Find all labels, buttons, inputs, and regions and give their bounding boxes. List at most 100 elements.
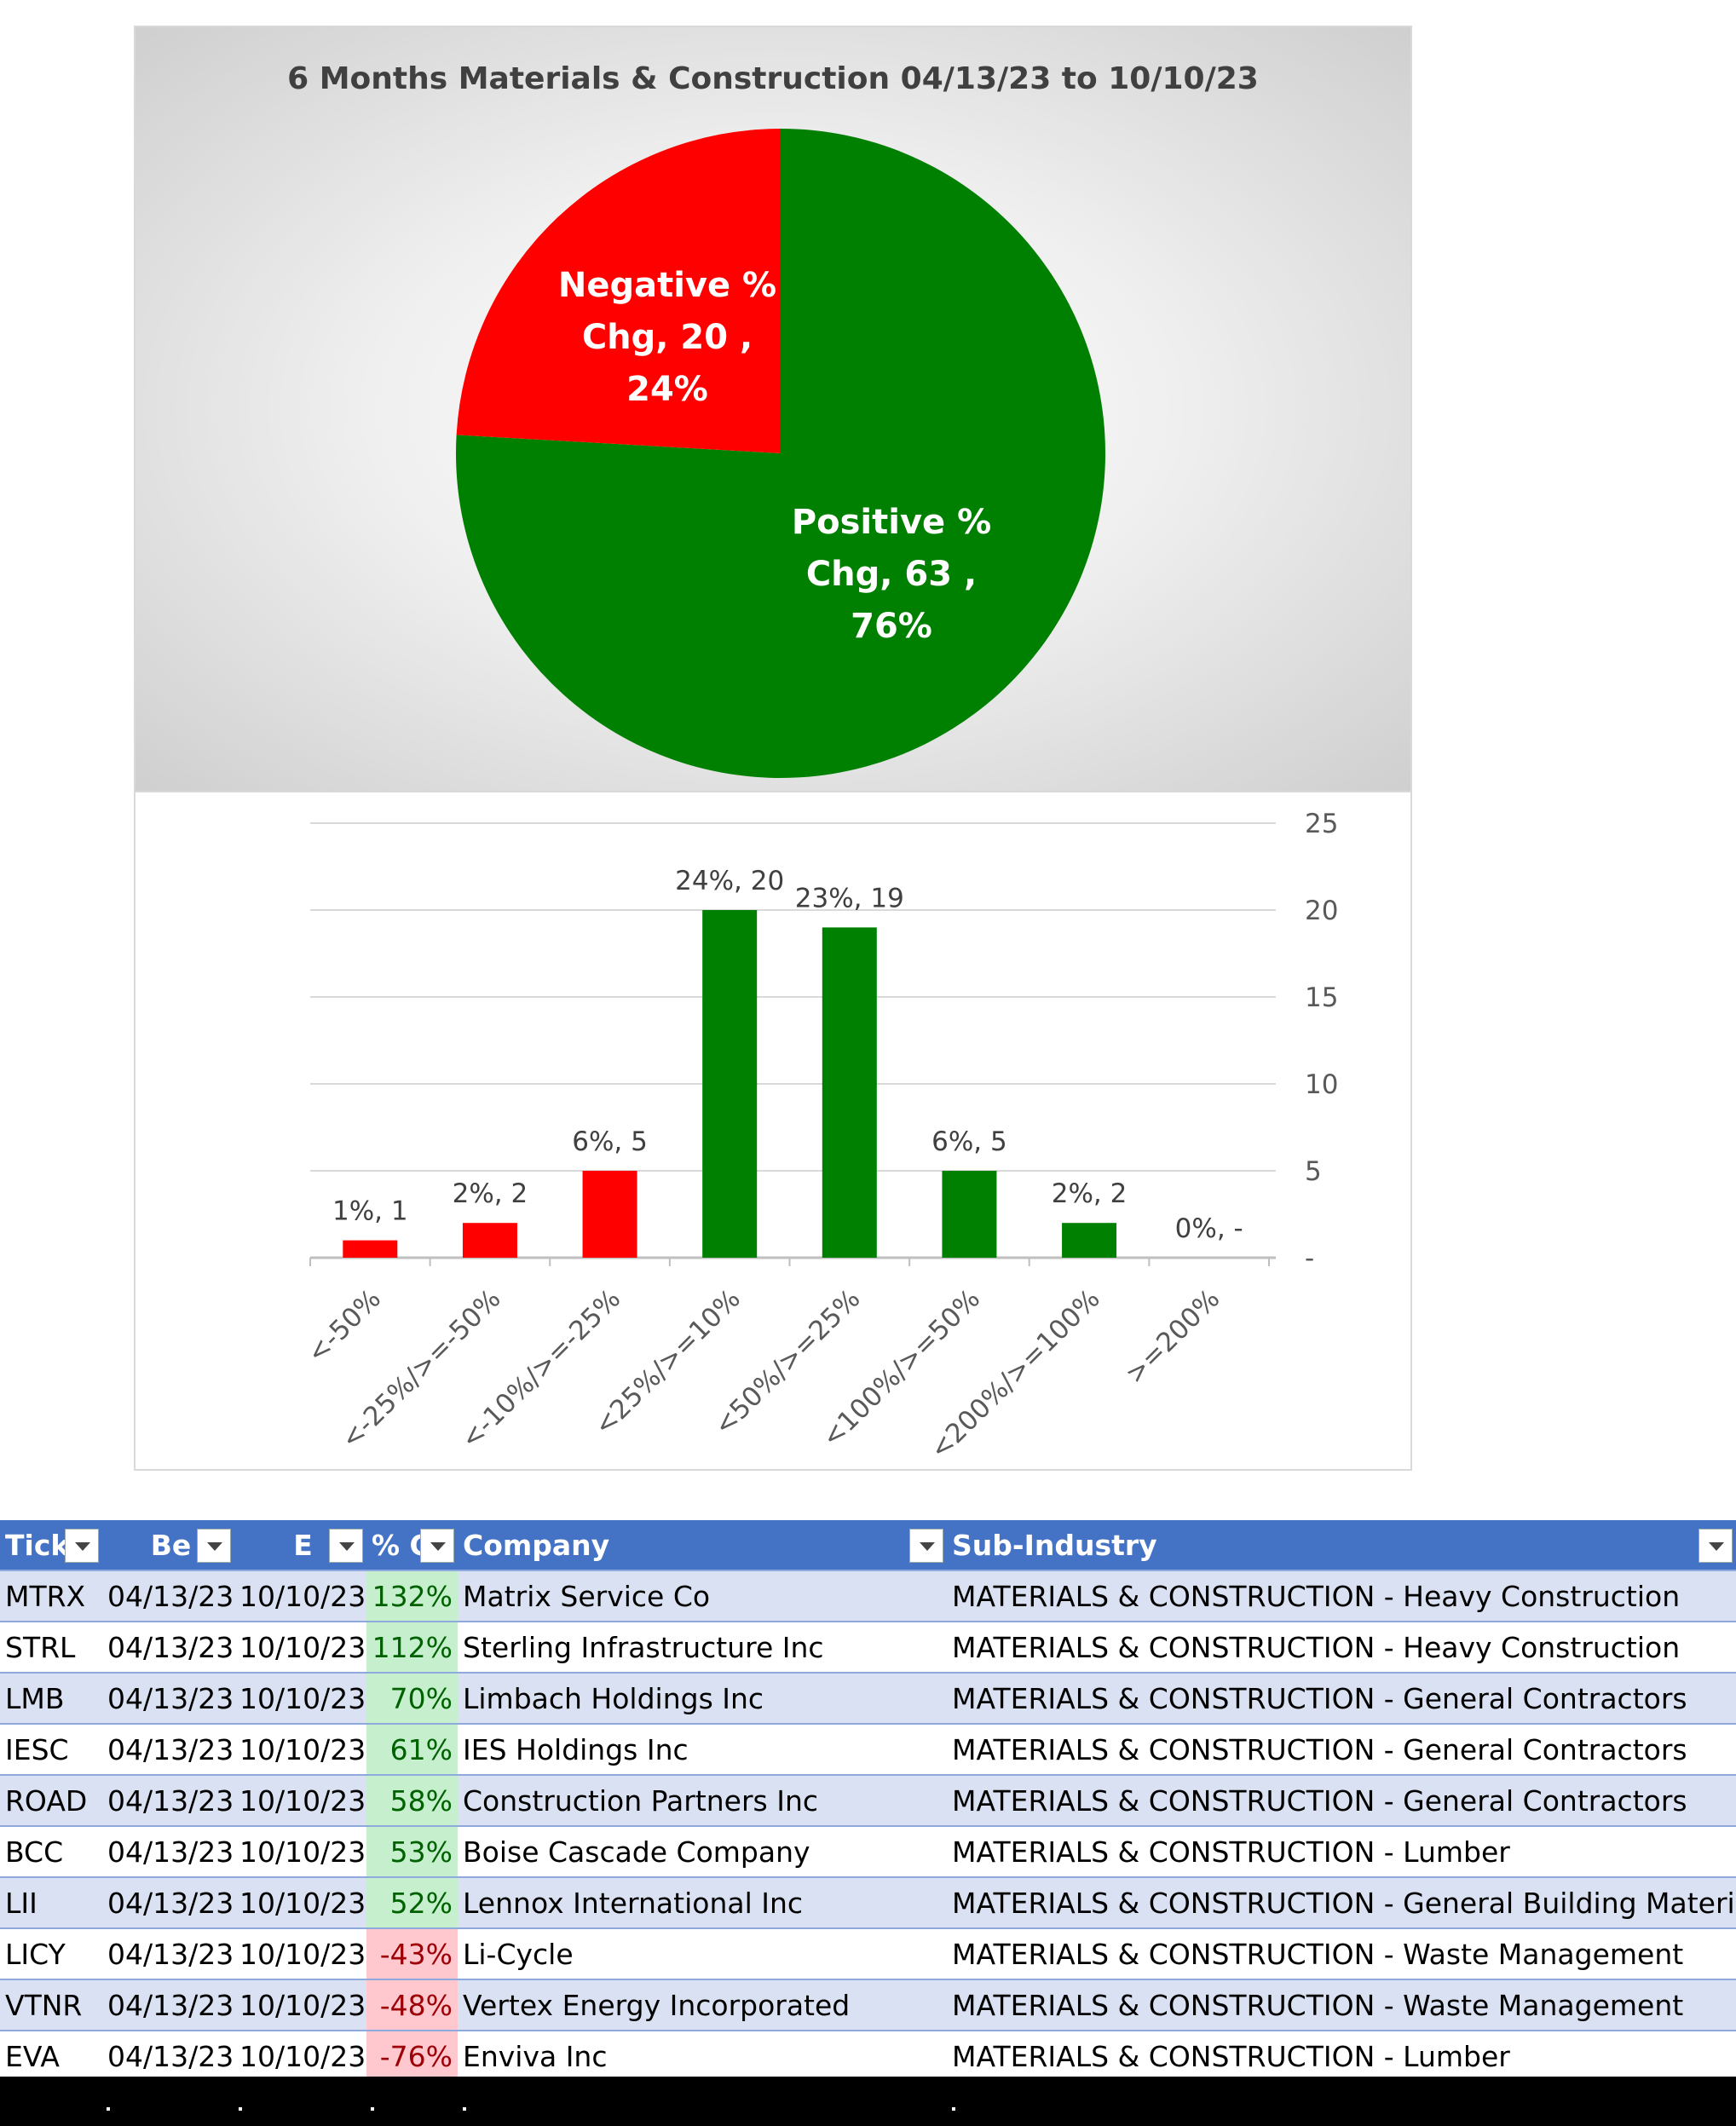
cell-company[interactable]: Sterling Infrastructure Inc [458,1621,947,1673]
bar-chart-panel: 25 20 15 10 5-1%, 1 <-50% 2%, 2 <-25%/>=-50% 6%,… [134,792,1412,1471]
cell-company[interactable]: Matrix Service Co [458,1570,947,1622]
cell-begin-date[interactable]: 04/13/23 [102,1672,234,1724]
table-row[interactable]: STRL 04/13/23 10/10/23 112% Sterling Infrast… [0,1621,1736,1673]
table-row[interactable]: BCC 04/13/23 10/10/23 53% Boise Cascade Comp… [0,1825,1736,1877]
cell-ticker[interactable]: LMB [0,1672,102,1724]
table-row[interactable]: LMB 04/13/23 10/10/23 70% Limbach Holdings I… [0,1672,1736,1724]
x-category-label: <-50% [302,1283,387,1368]
cell-ticker[interactable]: LII [0,1876,102,1928]
footer-dot [463,2107,466,2111]
cell-sub-industry[interactable]: MATERIALS & CONSTRUCTION - General Contr… [947,1723,1736,1775]
cell-company[interactable]: Limbach Holdings Inc [458,1672,947,1724]
cell-company[interactable]: Construction Partners Inc [458,1774,947,1826]
x-category-label: >=200% [1119,1283,1226,1390]
pie-label-text: Positive % [792,503,991,542]
cell-ticker[interactable]: LICY [0,1927,102,1979]
cell-ticker[interactable]: BCC [0,1825,102,1877]
pie-label-box [793,496,989,654]
cell-end-date[interactable]: 10/10/23 [234,1774,366,1826]
table-row[interactable]: VTNR 04/13/23 10/10/23 -48% Vertex Energy In… [0,1979,1736,2031]
cell-pct-change[interactable]: 70% [366,1672,458,1724]
cell-ticker[interactable]: IESC [0,1723,102,1775]
filter-dropdown-icon[interactable] [420,1529,454,1563]
cell-sub-industry[interactable]: MATERIALS & CONSTRUCTION - General Contr… [947,1672,1736,1724]
table-row[interactable]: EVA 04/13/23 10/10/23 -76% Enviva Inc MATERIA… [0,2030,1736,2081]
cell-pct-change[interactable]: 58% [366,1774,458,1826]
table-row[interactable]: LICY 04/13/23 10/10/23 -43% Li-Cycle MATERIAL… [0,1927,1736,1979]
header-sub-industry: Sub-Industry [947,1520,1736,1570]
bar-data-label: 6%, 5 [931,1126,1007,1157]
cell-ticker[interactable]: MTRX [0,1570,102,1622]
cell-begin-date[interactable]: 04/13/23 [102,2030,234,2081]
cell-ticker[interactable]: EVA [0,2030,102,2081]
bar-data-label: 2%, 2 [453,1178,528,1209]
cell-end-date[interactable]: 10/10/23 [234,2030,366,2081]
cell-end-date[interactable]: 10/10/23 [234,1927,366,1979]
cell-company[interactable]: IES Holdings Inc [458,1723,947,1775]
bar-data-label: 24%, 20 [675,866,784,896]
filter-dropdown-icon[interactable] [329,1529,363,1563]
cell-pct-change[interactable]: 112% [366,1621,458,1673]
cell-pct-change[interactable]: -76% [366,2030,458,2081]
cell-company[interactable]: Enviva Inc [458,2030,947,2081]
cell-sub-industry[interactable]: MATERIALS & CONSTRUCTION - Heavy Constru… [947,1570,1736,1622]
table-row[interactable]: IESC 04/13/23 10/10/23 61% IES Holdings Inc M… [0,1723,1736,1775]
cell-begin-date[interactable]: 04/13/23 [102,1927,234,1979]
bar [822,927,877,1258]
cell-end-date[interactable]: 10/10/23 [234,1621,366,1673]
cell-pct-change[interactable]: 132% [366,1570,458,1622]
filter-dropdown-icon[interactable] [197,1529,231,1563]
y-tick-label: - [1305,1243,1314,1274]
cell-sub-industry[interactable]: MATERIALS & CONSTRUCTION - General Contr… [947,1774,1736,1826]
cell-end-date[interactable]: 10/10/23 [234,1570,366,1622]
pie-label-text: 24% [626,370,708,409]
cell-begin-date[interactable]: 04/13/23 [102,1570,234,1622]
cell-begin-date[interactable]: 04/13/23 [102,1825,234,1877]
cell-pct-change[interactable]: -43% [366,1927,458,1979]
pie-label-text: Negative % [558,266,776,305]
table-row[interactable]: MTRX 04/13/23 10/10/23 132% Matrix Service C… [0,1570,1736,1622]
bar [942,1171,997,1258]
pie-chart-panel: 6 Months Materials & Construction 04/13/… [134,26,1412,792]
cell-end-date[interactable]: 10/10/23 [234,1876,366,1928]
cell-pct-change[interactable]: 61% [366,1723,458,1775]
cell-sub-industry[interactable]: MATERIALS & CONSTRUCTION - Heavy Constru… [947,1621,1736,1673]
cell-end-date[interactable]: 10/10/23 [234,1825,366,1877]
cell-pct-change[interactable]: -48% [366,1979,458,2031]
cell-pct-change[interactable]: 53% [366,1825,458,1877]
cell-sub-industry[interactable]: MATERIALS & CONSTRUCTION - General Build… [947,1876,1736,1928]
cell-company[interactable]: Li-Cycle [458,1927,947,1979]
cell-begin-date[interactable]: 04/13/23 [102,1774,234,1826]
cell-sub-industry[interactable]: MATERIALS & CONSTRUCTION - Lumber [947,1825,1736,1877]
cell-sub-industry[interactable]: MATERIALS & CONSTRUCTION - Waste Managem… [947,1927,1736,1979]
filter-dropdown-icon[interactable] [909,1529,943,1563]
cell-ticker[interactable]: VTNR [0,1979,102,2031]
footer-dot [371,2107,374,2111]
cell-company[interactable]: Lennox International Inc [458,1876,947,1928]
pie-label-text: Chg, 63 , [806,555,977,594]
y-tick-label: 5 [1305,1156,1322,1187]
cell-begin-date[interactable]: 04/13/23 [102,1979,234,2031]
table-row[interactable]: ROAD 04/13/23 10/10/23 58% Construction Part… [0,1774,1736,1826]
filter-dropdown-icon[interactable] [1699,1529,1733,1563]
cell-begin-date[interactable]: 04/13/23 [102,1723,234,1775]
cell-end-date[interactable]: 10/10/23 [234,1723,366,1775]
pie-data-label: Negative % Chg, 20 , 24% [558,259,776,417]
cell-ticker[interactable]: ROAD [0,1774,102,1826]
cell-end-date[interactable]: 10/10/23 [234,1672,366,1724]
cell-ticker[interactable]: STRL [0,1621,102,1673]
cell-end-date[interactable]: 10/10/23 [234,1979,366,2031]
cell-begin-date[interactable]: 04/13/23 [102,1876,234,1928]
header-company: Company [458,1520,947,1570]
cell-company[interactable]: Boise Cascade Company [458,1825,947,1877]
cell-pct-change[interactable]: 52% [366,1876,458,1928]
table-row[interactable]: LII 04/13/23 10/10/23 52% Lennox Internation… [0,1876,1736,1928]
filter-dropdown-icon[interactable] [65,1529,99,1563]
cell-company[interactable]: Vertex Energy Incorporated [458,1979,947,2031]
cell-begin-date[interactable]: 04/13/23 [102,1621,234,1673]
header-ticker: Tick [0,1520,102,1570]
header-pct-change: % C [366,1520,458,1570]
cell-sub-industry[interactable]: MATERIALS & CONSTRUCTION - Waste Managem… [947,1979,1736,2031]
cell-sub-industry[interactable]: MATERIALS & CONSTRUCTION - Lumber [947,2030,1736,2081]
